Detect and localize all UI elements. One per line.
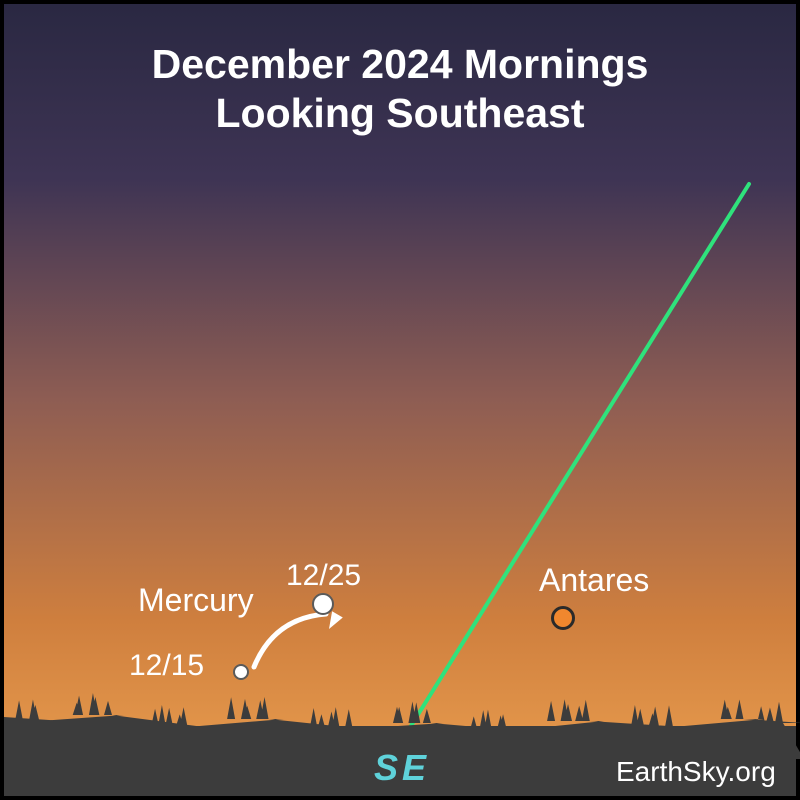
antares-label: Antares: [539, 562, 649, 599]
credit-text: EarthSky.org: [616, 756, 776, 788]
mercury-marker-2: [312, 593, 334, 615]
chart-frame: December 2024 Mornings Looking Southeast…: [0, 0, 800, 800]
direction-label: SE: [374, 747, 430, 789]
mercury-arrow-head: [329, 611, 343, 629]
antares-marker: [551, 606, 575, 630]
